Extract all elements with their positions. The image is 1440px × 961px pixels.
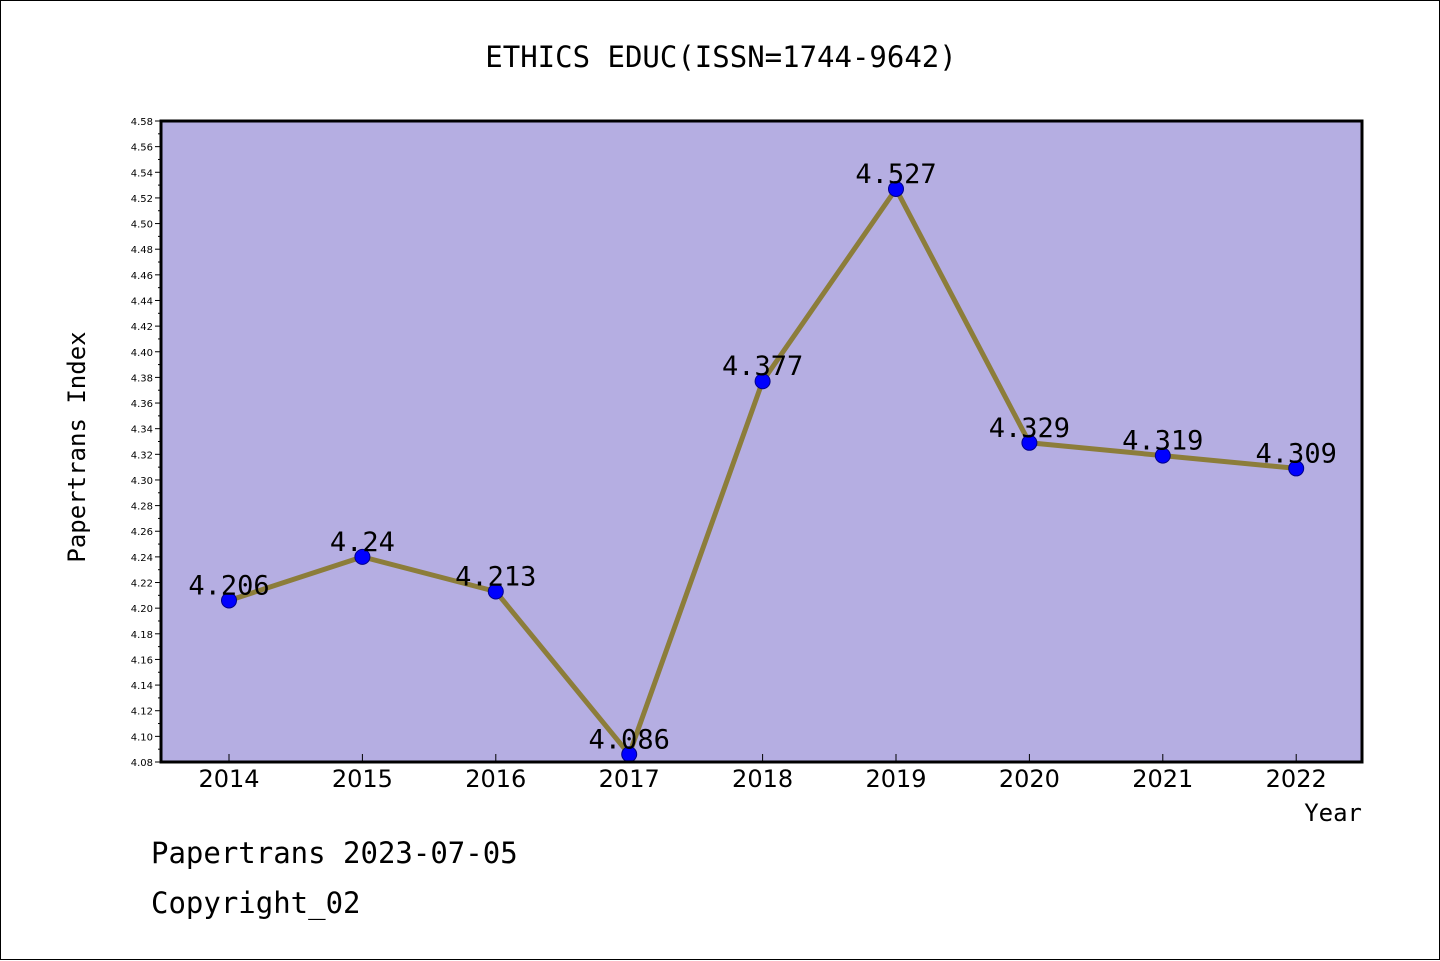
data-label: 4.329 xyxy=(989,413,1070,444)
y-tick-label: 4.50 xyxy=(131,220,153,231)
y-tick-label: 4.20 xyxy=(131,604,153,615)
data-point xyxy=(888,180,904,197)
series-markers xyxy=(221,180,1305,763)
data-label: 4.309 xyxy=(1256,438,1337,469)
chart-title: ETHICS EDUC(ISSN=1744-9642) xyxy=(485,40,956,74)
y-tick-label: 4.46 xyxy=(131,271,153,282)
data-point xyxy=(487,583,504,600)
y-tick-label: 4.08 xyxy=(131,758,153,769)
data-label: 4.24 xyxy=(330,527,395,558)
y-tick-label: 4.38 xyxy=(131,373,153,384)
y-tick-label: 4.48 xyxy=(131,245,153,256)
y-tick-label: 4.32 xyxy=(131,450,153,461)
y-tick-label: 4.34 xyxy=(131,425,153,436)
x-tick-label: 2021 xyxy=(1132,765,1193,793)
y-tick-label: 4.30 xyxy=(131,476,153,487)
data-label: 4.319 xyxy=(1122,426,1203,457)
y-tick-label: 4.58 xyxy=(131,117,153,128)
x-tick-label: 2017 xyxy=(599,765,660,793)
y-axis: 4.08 4.10 4.12 4.14 4.16 4.18 4.20 4.22 4.24 4.26… xyxy=(131,117,161,769)
y-tick-label: 4.42 xyxy=(131,322,153,333)
y-tick-label: 4.54 xyxy=(131,168,153,179)
y-tick-label: 4.40 xyxy=(131,348,153,359)
footer-copyright: Copyright_02 xyxy=(151,886,361,920)
y-tick-label: 4.22 xyxy=(131,579,153,590)
data-point xyxy=(1021,434,1038,451)
y-tick-label: 4.18 xyxy=(131,630,153,641)
x-tick-label: 2020 xyxy=(999,765,1060,793)
x-tick-label: 2022 xyxy=(1266,765,1327,793)
data-point xyxy=(1288,460,1305,477)
footer-date: Papertrans 2023-07-05 xyxy=(151,836,518,870)
x-tick-label: 2016 xyxy=(465,765,526,793)
y-axis-label: Papertrans Index xyxy=(63,331,91,562)
data-label: 4.527 xyxy=(855,159,936,190)
data-point xyxy=(754,373,771,390)
data-label: 4.206 xyxy=(188,570,269,601)
y-tick-label: 4.52 xyxy=(131,194,153,205)
y-tick-label: 4.16 xyxy=(131,655,153,666)
y-tick-label: 4.44 xyxy=(131,296,153,307)
x-axis-label: Year xyxy=(1304,799,1362,827)
plot-border xyxy=(159,119,1364,764)
x-tick-label: 2018 xyxy=(732,765,793,793)
x-tick-label: 2015 xyxy=(332,765,393,793)
y-tick-label: 4.24 xyxy=(131,553,153,564)
y-tick-label: 4.28 xyxy=(131,502,153,513)
data-point xyxy=(354,548,371,565)
y-tick-label: 4.56 xyxy=(131,143,153,154)
y-tick-label: 4.26 xyxy=(131,527,153,538)
x-tick-label: 2014 xyxy=(198,765,259,793)
y-tick-label: 4.10 xyxy=(131,732,153,743)
data-label: 4.086 xyxy=(589,724,670,755)
y-tick-label: 4.36 xyxy=(131,399,153,410)
x-tick-label: 2019 xyxy=(865,765,926,793)
data-label: 4.213 xyxy=(455,561,536,592)
y-tick-label: 4.12 xyxy=(131,707,153,718)
x-axis: 2014 2015 2016 2017 2018 2019 2020 2021 2022 xyxy=(198,754,1327,793)
data-label: 4.377 xyxy=(722,351,803,382)
data-point xyxy=(1154,447,1171,464)
data-point xyxy=(221,592,237,609)
y-tick-label: 4.14 xyxy=(131,681,153,692)
data-labels: 4.206 4.24 4.213 4.086 4.377 4.527 4.329 4.319 4… xyxy=(188,159,1336,755)
plot-area xyxy=(161,121,1362,762)
